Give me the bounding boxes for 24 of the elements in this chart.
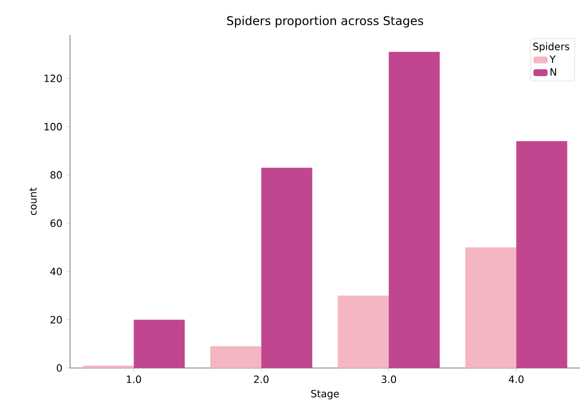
bar — [388, 52, 440, 368]
bar — [516, 141, 568, 368]
legend-title: Spiders — [533, 42, 570, 52]
y-axis-title: count — [30, 188, 37, 216]
bar — [261, 168, 312, 368]
y-tick-label: 0 — [56, 364, 62, 372]
legend-label: Y — [550, 56, 556, 63]
y-tick-label: 80 — [50, 171, 62, 179]
bar — [210, 346, 262, 368]
x-tick-label: 4.0 — [508, 375, 524, 384]
bar — [134, 320, 185, 368]
y-tick-label: 40 — [50, 268, 62, 276]
y-tick-label: 100 — [44, 122, 62, 130]
x-axis-title: Stage — [311, 390, 339, 400]
bar — [338, 296, 389, 368]
y-tick-label: 20 — [50, 316, 62, 324]
x-tick-label: 1.0 — [126, 375, 142, 384]
legend-label: N — [550, 68, 556, 76]
bar — [465, 247, 516, 368]
chart-title: Spiders proportion across Stages — [227, 16, 424, 28]
y-tick-label: 120 — [44, 74, 62, 82]
y-tick-label: 60 — [50, 219, 62, 227]
x-tick-label: 3.0 — [382, 375, 396, 384]
x-tick-label: 2.0 — [254, 375, 269, 384]
